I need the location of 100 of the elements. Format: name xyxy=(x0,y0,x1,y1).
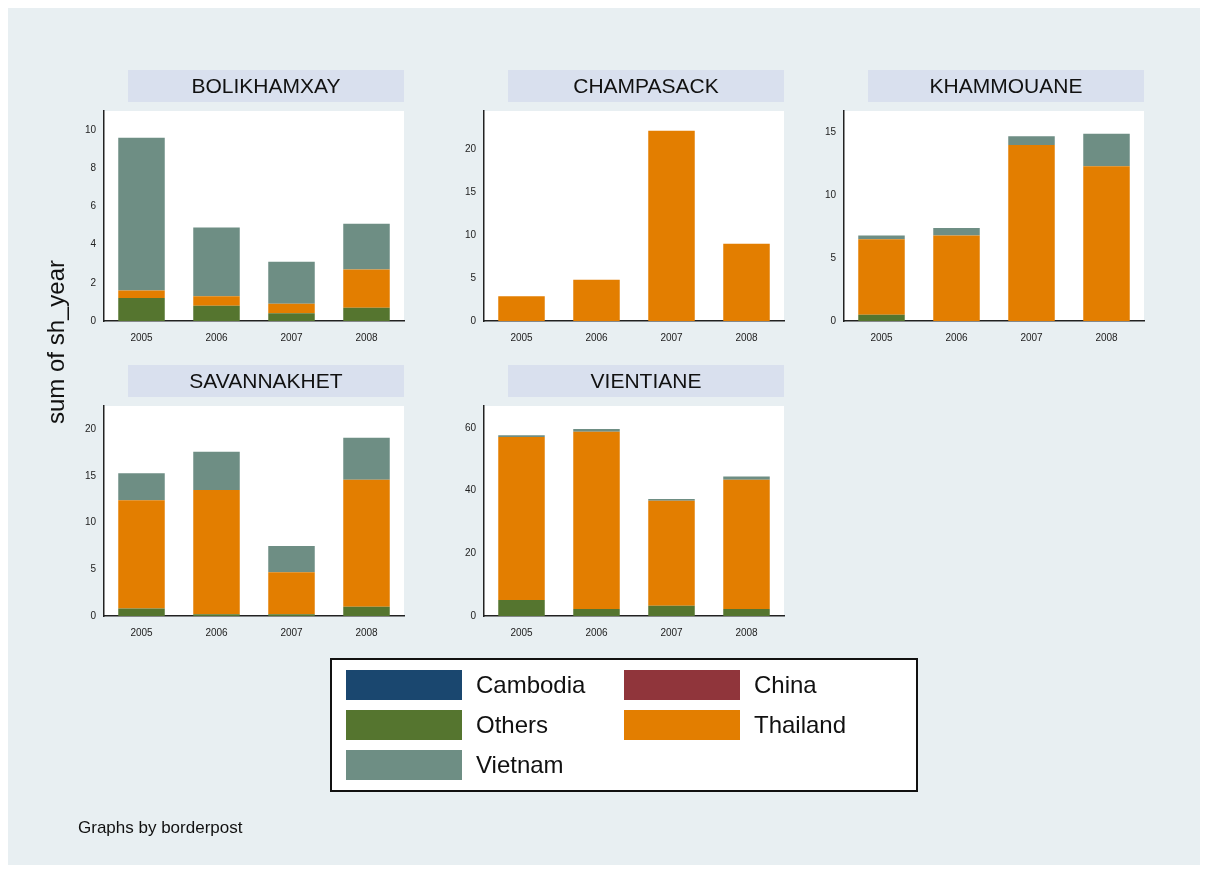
x-tick-label: 2006 xyxy=(585,331,609,343)
y-axis-title: sum of sh_year xyxy=(42,259,70,425)
y-tick-label: 4 xyxy=(90,238,97,250)
bar xyxy=(573,431,620,610)
x-tick-label: 2005 xyxy=(510,626,534,638)
y-tick-label: 6 xyxy=(90,200,97,212)
bar xyxy=(648,130,695,321)
bar xyxy=(343,307,390,321)
y-tick-label: 0 xyxy=(90,609,97,621)
bar xyxy=(118,137,165,291)
bar xyxy=(343,606,390,616)
y-tick-label: 60 xyxy=(464,421,477,433)
bar xyxy=(723,609,770,616)
text: Graphs by borderpost xyxy=(78,818,243,838)
bar xyxy=(723,243,770,321)
x-tick-label: 2008 xyxy=(355,331,379,343)
legend-label: Thailand xyxy=(754,711,847,739)
y-tick-label: 2 xyxy=(90,276,97,288)
y-tick-label: 0 xyxy=(90,314,97,326)
bar xyxy=(343,223,390,270)
y-tick-label: 20 xyxy=(84,423,97,435)
y-tick-label: 5 xyxy=(90,563,97,575)
y-tick-label: 15 xyxy=(824,126,837,138)
bar xyxy=(118,298,165,321)
x-tick-label: 2008 xyxy=(1095,331,1119,343)
bar xyxy=(193,227,240,297)
legend-label: China xyxy=(754,671,817,699)
bar xyxy=(648,605,695,616)
legend-label: Others xyxy=(476,711,549,739)
x-tick-label: 2006 xyxy=(945,331,969,343)
bar xyxy=(118,608,165,616)
bar xyxy=(1083,166,1130,321)
bar xyxy=(933,235,980,321)
y-tick-label: 15 xyxy=(464,186,477,198)
bar xyxy=(343,437,390,480)
y-tick-label: 10 xyxy=(824,189,837,200)
y-tick-label: 0 xyxy=(470,609,477,621)
bar xyxy=(498,600,545,616)
x-tick-label: 2006 xyxy=(205,331,229,343)
y-tick-label: 0 xyxy=(830,314,837,326)
bar xyxy=(573,279,620,321)
bar xyxy=(498,296,545,321)
chart-title: SAVANNAKHET xyxy=(128,365,404,397)
bar xyxy=(118,473,165,501)
chart-title: KHAMMOUANE xyxy=(868,70,1144,102)
y-tick-label: 5 xyxy=(830,251,837,263)
y-tick-label: 20 xyxy=(464,143,477,155)
bar xyxy=(268,303,315,314)
x-tick-label: 2005 xyxy=(870,331,894,343)
bar xyxy=(858,239,905,315)
bar xyxy=(858,235,905,240)
x-tick-label: 2005 xyxy=(510,331,534,343)
bar xyxy=(498,437,545,601)
y-tick-label: 10 xyxy=(84,123,97,135)
y-tick-label: 10 xyxy=(464,229,477,241)
bar xyxy=(193,305,240,321)
bar xyxy=(723,476,770,480)
y-tick-label: 10 xyxy=(84,516,97,528)
bar xyxy=(268,261,315,304)
bar xyxy=(573,609,620,616)
x-tick-label: 2008 xyxy=(735,626,759,638)
legend-label: Vietnam xyxy=(476,751,564,779)
x-tick-label: 2007 xyxy=(660,331,684,343)
x-tick-label: 2007 xyxy=(660,626,684,638)
bar xyxy=(268,546,315,573)
x-tick-label: 2006 xyxy=(585,626,609,638)
bar xyxy=(648,500,695,606)
bar xyxy=(933,227,980,236)
y-tick-label: 0 xyxy=(470,314,477,326)
bar xyxy=(268,313,315,321)
bar xyxy=(343,479,390,607)
x-tick-label: 2005 xyxy=(130,331,154,343)
bar xyxy=(268,572,315,615)
x-tick-label: 2005 xyxy=(130,626,154,638)
bar xyxy=(118,500,165,609)
y-tick-label: 20 xyxy=(464,547,477,559)
y-tick-label: 5 xyxy=(470,271,477,283)
y-tick-label: 8 xyxy=(90,162,97,174)
y-tick-label: 40 xyxy=(464,484,477,496)
bar xyxy=(193,296,240,306)
chart-title: CHAMPASACK xyxy=(508,70,784,102)
x-tick-label: 2007 xyxy=(280,626,304,638)
bar xyxy=(193,490,240,615)
x-tick-label: 2008 xyxy=(735,331,759,343)
bar xyxy=(343,269,390,308)
x-tick-label: 2007 xyxy=(1020,331,1044,343)
legend-label: Cambodia xyxy=(476,671,586,699)
bar xyxy=(723,479,770,610)
bar xyxy=(1008,136,1055,145)
x-tick-label: 2007 xyxy=(280,331,304,343)
bar xyxy=(573,428,620,432)
x-tick-label: 2008 xyxy=(355,626,379,638)
bar xyxy=(858,314,905,321)
x-tick-label: 2006 xyxy=(205,626,229,638)
chart-title: BOLIKHAMXAY xyxy=(128,70,404,102)
bar xyxy=(1083,133,1130,167)
bar xyxy=(193,451,240,490)
chart-title: VIENTIANE xyxy=(508,365,784,397)
y-tick-label: 15 xyxy=(84,469,97,481)
bar xyxy=(118,290,165,299)
